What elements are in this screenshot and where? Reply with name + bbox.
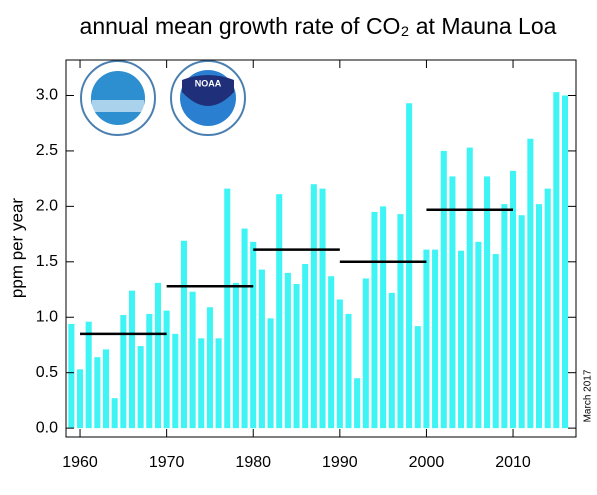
x-tick-label: 1980 bbox=[235, 454, 271, 471]
bar bbox=[492, 254, 499, 429]
bar bbox=[241, 228, 248, 429]
bar bbox=[68, 323, 75, 429]
bar bbox=[284, 272, 291, 429]
bar bbox=[388, 292, 395, 429]
plot-frame bbox=[65, 59, 577, 438]
bar bbox=[484, 176, 491, 429]
x-tick-label: 1970 bbox=[149, 454, 185, 471]
bar bbox=[458, 250, 465, 429]
bar bbox=[232, 282, 239, 429]
chart-title: annual mean growth rate of CO₂ at Mauna … bbox=[80, 13, 557, 39]
y-tick-label: 3.0 bbox=[36, 87, 58, 104]
x-tick-label: 2000 bbox=[409, 454, 445, 471]
bar bbox=[189, 291, 196, 429]
bar bbox=[527, 138, 534, 429]
bar bbox=[128, 290, 136, 429]
bar bbox=[345, 313, 352, 429]
bar bbox=[293, 283, 300, 429]
bar bbox=[336, 299, 343, 429]
bar bbox=[561, 95, 569, 429]
logo-noaa-right: NOAA bbox=[170, 60, 246, 136]
bar bbox=[163, 310, 170, 429]
bar bbox=[302, 264, 309, 429]
annotation: March 2017 bbox=[583, 369, 594, 422]
logo-noaa-left bbox=[80, 60, 156, 136]
y-tick-label: 1.0 bbox=[36, 308, 58, 325]
bar bbox=[380, 206, 387, 429]
bar bbox=[258, 269, 265, 429]
bar bbox=[449, 176, 456, 429]
y-tick-label: 0.0 bbox=[36, 419, 58, 436]
x-tick-label: 2010 bbox=[495, 454, 531, 471]
bar bbox=[85, 321, 92, 429]
bar bbox=[120, 315, 127, 429]
bar bbox=[397, 214, 404, 429]
bar bbox=[215, 338, 222, 429]
bar bbox=[544, 188, 551, 429]
x-tick-label: 1960 bbox=[62, 454, 98, 471]
bar bbox=[475, 241, 482, 429]
bar bbox=[423, 249, 430, 429]
bar bbox=[276, 194, 283, 429]
bar bbox=[319, 188, 326, 429]
bar bbox=[501, 204, 508, 429]
bar bbox=[362, 278, 369, 429]
logo-text: NOAA bbox=[195, 78, 222, 88]
bar bbox=[180, 240, 187, 429]
bar bbox=[250, 241, 257, 429]
y-tick-label: 2.5 bbox=[36, 142, 58, 159]
bar bbox=[328, 276, 335, 429]
bar bbox=[432, 249, 439, 429]
bar bbox=[406, 103, 413, 429]
bar bbox=[510, 170, 517, 429]
bar bbox=[466, 147, 473, 429]
y-tick-label: 1.5 bbox=[36, 253, 58, 270]
bar bbox=[371, 211, 378, 429]
bar bbox=[354, 378, 361, 429]
bar bbox=[198, 338, 205, 429]
bar bbox=[535, 204, 543, 429]
y-tick-label: 0.5 bbox=[36, 364, 58, 381]
bar bbox=[76, 369, 84, 429]
bar bbox=[94, 357, 101, 429]
bar bbox=[440, 150, 447, 429]
x-tick-label: 1990 bbox=[322, 454, 358, 471]
y-axis-label: ppm per year bbox=[7, 198, 26, 298]
bar bbox=[224, 188, 231, 429]
bar bbox=[553, 92, 560, 429]
bar bbox=[310, 184, 317, 429]
bar bbox=[146, 313, 153, 429]
bar bbox=[518, 215, 525, 429]
bar bbox=[414, 326, 421, 429]
bar bbox=[206, 307, 213, 429]
bar bbox=[172, 333, 179, 429]
bar bbox=[267, 318, 274, 429]
bar bbox=[111, 398, 118, 429]
bar bbox=[137, 346, 144, 429]
bar bbox=[102, 349, 110, 429]
y-tick-label: 2.0 bbox=[36, 198, 58, 215]
bar bbox=[154, 282, 162, 429]
